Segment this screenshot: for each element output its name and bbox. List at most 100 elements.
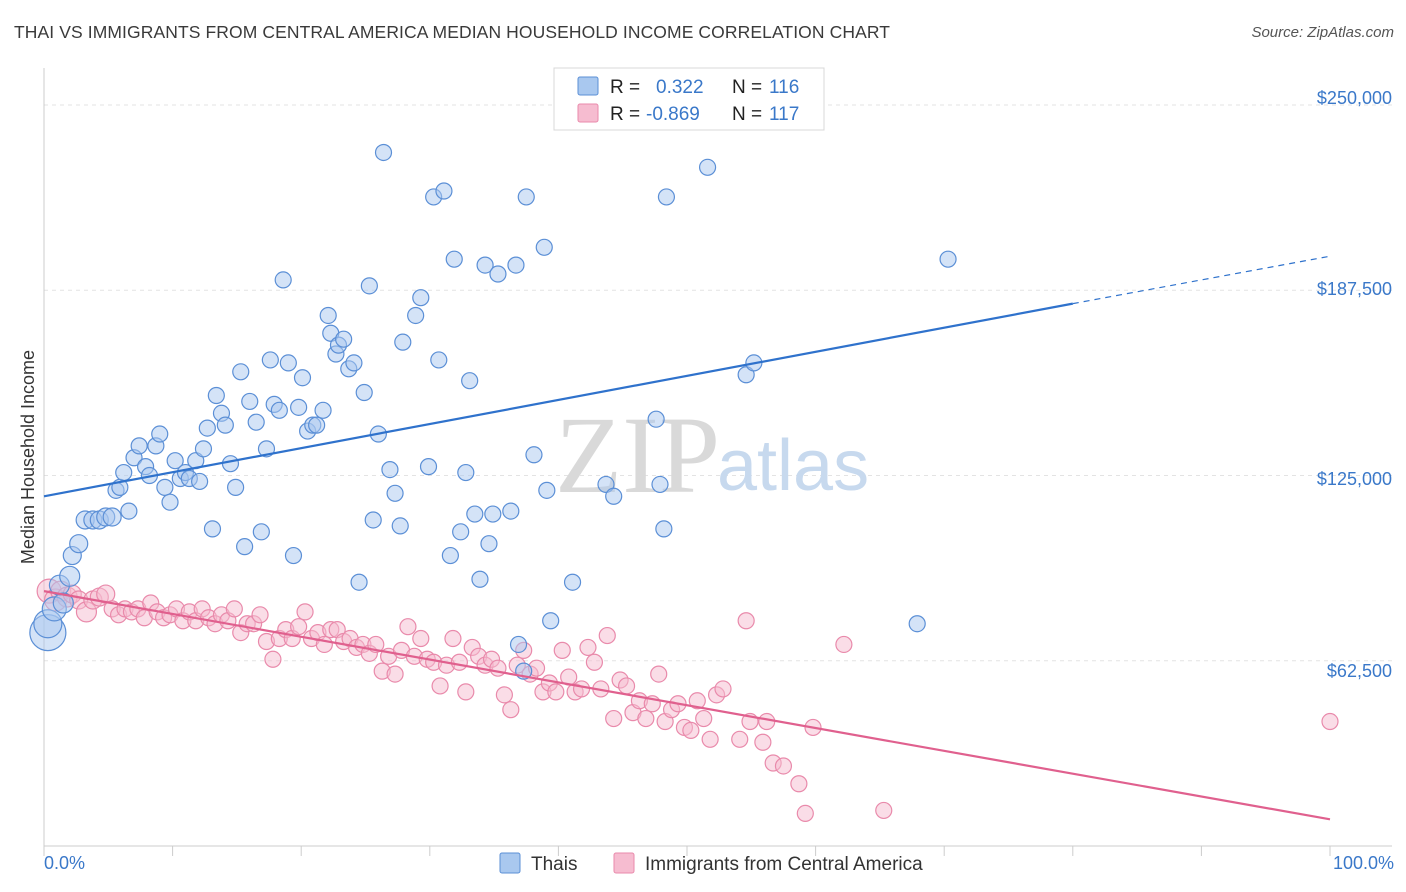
data-point-thais	[507, 256, 525, 274]
data-point-thais	[247, 413, 265, 431]
legend-r-value: 0.322	[656, 77, 704, 98]
legend-swatch-central-america	[613, 852, 635, 874]
data-point-thais	[52, 592, 74, 614]
data-point-central-america	[796, 804, 814, 822]
data-point-thais	[151, 425, 169, 443]
data-point-thais	[290, 398, 308, 416]
data-point-central-america	[412, 629, 430, 648]
legend-entry-thais: Thais	[531, 854, 577, 875]
series-thais	[29, 143, 957, 680]
legend-n-label: N =	[732, 104, 762, 125]
data-point-thais	[335, 330, 353, 348]
data-point-central-america	[758, 712, 776, 731]
legend-n-value: 117	[769, 104, 799, 125]
legend-r-label: R =	[610, 77, 640, 98]
data-point-central-america	[264, 650, 282, 668]
data-point-thais	[737, 366, 755, 384]
data-point-thais	[476, 256, 494, 274]
trend-lines	[43, 255, 1331, 821]
data-point-thais	[471, 570, 489, 588]
data-point-thais	[166, 452, 184, 470]
data-point-central-america	[495, 686, 513, 704]
x-axis-ticks	[43, 846, 1331, 856]
data-point-thais	[270, 401, 288, 419]
data-point-central-america	[637, 709, 655, 728]
data-point-thais	[360, 277, 378, 295]
data-point-central-america	[386, 665, 404, 683]
data-point-central-america	[875, 801, 893, 820]
data-point-thais	[535, 238, 553, 256]
data-point-thais	[191, 472, 209, 491]
data-point-thais	[236, 538, 254, 556]
data-point-central-america	[695, 709, 713, 728]
data-point-central-america	[225, 600, 243, 618]
data-point-thais	[563, 573, 582, 591]
data-point-thais	[509, 635, 528, 654]
y-tick-label: $62,500	[1327, 661, 1392, 681]
trend-line-thais-extension	[1072, 255, 1331, 305]
data-point-central-america	[457, 683, 475, 701]
data-point-thais	[261, 351, 279, 369]
data-point-central-america	[585, 653, 604, 671]
data-point-thais	[394, 333, 412, 351]
data-point-thais	[314, 401, 332, 419]
data-point-thais	[115, 463, 133, 482]
trend-line-thais	[43, 302, 1074, 498]
data-point-central-america	[754, 733, 772, 751]
data-point-thais	[908, 615, 926, 633]
data-point-central-america	[547, 683, 565, 701]
data-point-central-america	[444, 629, 462, 648]
data-point-thais	[489, 265, 507, 283]
data-point-thais	[435, 182, 453, 200]
data-point-thais	[102, 507, 122, 527]
data-point-central-america	[737, 612, 755, 630]
data-point-thais	[657, 188, 676, 206]
data-point-thais	[198, 419, 216, 437]
legend-swatch-central-america	[577, 103, 599, 123]
data-point-central-america	[553, 641, 571, 659]
data-point-thais	[597, 475, 615, 494]
data-point-central-america	[572, 680, 591, 698]
legend-swatch-thais	[577, 76, 599, 96]
data-point-central-america	[1321, 712, 1339, 731]
data-point-thais	[364, 511, 382, 529]
data-point-central-america	[598, 626, 616, 645]
data-point-thais	[698, 158, 717, 176]
data-point-central-america	[431, 677, 449, 695]
data-point-thais	[216, 416, 234, 434]
data-point-thais	[939, 250, 957, 268]
data-point-thais	[161, 493, 179, 511]
data-point-thais	[457, 463, 475, 482]
data-point-thais	[445, 250, 463, 268]
legend-n-value: 116	[769, 77, 799, 98]
data-point-thais	[130, 437, 148, 455]
data-point-thais	[412, 289, 430, 307]
data-point-thais	[293, 369, 312, 387]
data-point-thais	[221, 455, 240, 473]
data-point-central-america	[731, 730, 749, 748]
data-point-central-america	[790, 775, 808, 793]
data-point-thais	[203, 520, 222, 538]
data-point-thais	[441, 546, 459, 565]
data-point-central-america	[774, 757, 793, 775]
gridlines	[44, 104, 1392, 662]
y-tick-label: $125,000	[1317, 469, 1392, 489]
data-point-thais	[386, 484, 404, 502]
data-point-central-america	[688, 692, 706, 710]
data-point-thais	[241, 392, 259, 411]
data-point-central-america	[682, 721, 700, 740]
data-point-thais	[542, 612, 560, 630]
data-point-thais	[502, 502, 520, 520]
data-point-thais	[381, 460, 399, 479]
data-point-thais	[466, 505, 484, 523]
data-point-thais	[319, 306, 337, 325]
data-point-central-america	[579, 638, 597, 657]
data-point-thais	[284, 546, 303, 565]
x-tick-label-min: 0.0%	[44, 853, 85, 873]
data-point-thais	[419, 458, 438, 476]
data-point-thais	[391, 517, 409, 535]
data-point-thais	[69, 534, 89, 554]
x-tick-label-max: 100.0%	[1333, 853, 1394, 873]
data-point-thais	[279, 354, 297, 372]
data-point-central-america	[296, 603, 314, 621]
